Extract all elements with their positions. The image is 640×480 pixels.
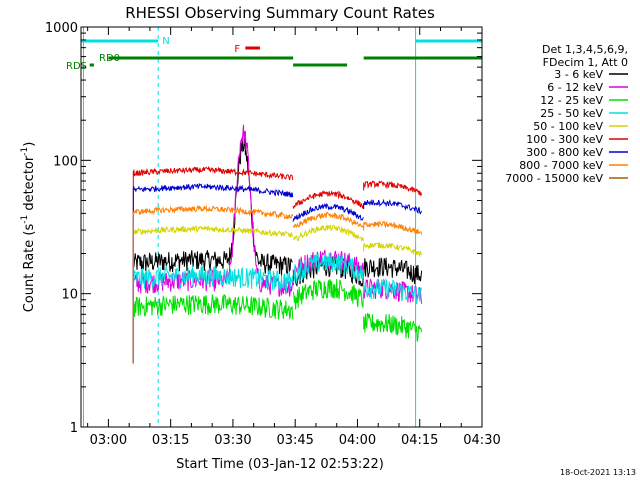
y-tick-label: 1 (70, 421, 78, 436)
series-line-12-25-kev (363, 312, 423, 342)
series-line-3-6-kev (363, 257, 423, 285)
x-axis-ticks: 03:00 03:15 03:30 03:45 04:00 04:15 04:30 (87, 27, 501, 448)
timestamp: 18-Oct-2021 13:13 (560, 468, 636, 477)
x-tick-label: 04:00 (339, 433, 376, 448)
x-tick-label: 03:00 (90, 433, 127, 448)
legend-label-50-100-kev: 50 - 100 keV (533, 120, 603, 133)
series-line-50-100-kev (363, 242, 423, 258)
x-tick-label: 04:15 (401, 433, 438, 448)
series-line-100-300-kev (132, 165, 294, 364)
legend-label-100-300-kev: 100 - 300 keV (526, 133, 603, 146)
series-line-50-100-kev (132, 224, 294, 364)
x-axis-label: Start Time (03-Jan-12 02:53:22) (176, 457, 384, 472)
series-line-25-50-kev (132, 265, 294, 364)
series-line-300-800-kev (292, 202, 364, 222)
series-line-12-25-kev (132, 293, 294, 364)
night-label: N (162, 36, 169, 47)
legend-label-800-7000-kev: 800 - 7000 keV (519, 159, 603, 172)
series-line-100-300-kev (292, 189, 364, 210)
series-line-3-6-kev (132, 136, 293, 364)
y-tick-label: 1000 (45, 21, 78, 36)
status-bars: N F RD0 RDS (66, 36, 482, 72)
series-line-12-25-kev (292, 278, 364, 310)
legend-label-12-25-kev: 12 - 25 keV (540, 94, 603, 107)
flare-label: F (234, 44, 240, 55)
y-tick-label: 10 (61, 288, 78, 303)
legend-label-3-6-kev: 3 - 6 keV (554, 68, 603, 81)
legend-header-line-2: FDecim 1, Att 0 (543, 56, 628, 69)
x-tick-label: 03:30 (214, 433, 251, 448)
x-tick-label: 03:45 (276, 433, 313, 448)
y-axis-label: Count Rate (s-1 detector-1) (20, 142, 37, 313)
chart-title: RHESSI Observing Summary Count Rates (125, 4, 435, 22)
legend-header-line-1: Det 1,3,4,5,6,9, (542, 43, 628, 56)
y-axis-ticks: 1 10 100 1000 (45, 21, 482, 436)
y-tick-label: 100 (53, 154, 78, 169)
series-line-800-7000-kev (363, 220, 423, 235)
legend: Det 1,3,4,5,6,9, FDecim 1, Att 0 3 - 6 k… (505, 43, 628, 185)
series-line-300-800-kev (363, 198, 423, 215)
series-line-300-800-kev (132, 182, 294, 364)
rd-upper-label: RD0 (99, 53, 120, 64)
plot-frame (80, 26, 483, 428)
rd-lower-label: RDS (66, 61, 87, 72)
legend-label-300-800-kev: 300 - 800 keV (526, 146, 603, 159)
series-line-25-50-kev (363, 278, 423, 305)
legend-label-25-50-kev: 25 - 50 keV (540, 107, 603, 120)
x-tick-label: 04:30 (463, 433, 500, 448)
series-line-800-7000-kev (292, 211, 364, 229)
series-lines (132, 124, 423, 428)
series-line-25-50-kev (292, 252, 364, 285)
series-line-50-100-kev (292, 224, 364, 243)
legend-label-7000-15000-kev: 7000 - 15000 keV (505, 172, 603, 185)
series-line-800-7000-kev (132, 204, 294, 364)
legend-label-6-12-kev: 6 - 12 keV (547, 81, 603, 94)
x-tick-label: 03:15 (152, 433, 189, 448)
series-line-100-300-kev (363, 180, 423, 197)
